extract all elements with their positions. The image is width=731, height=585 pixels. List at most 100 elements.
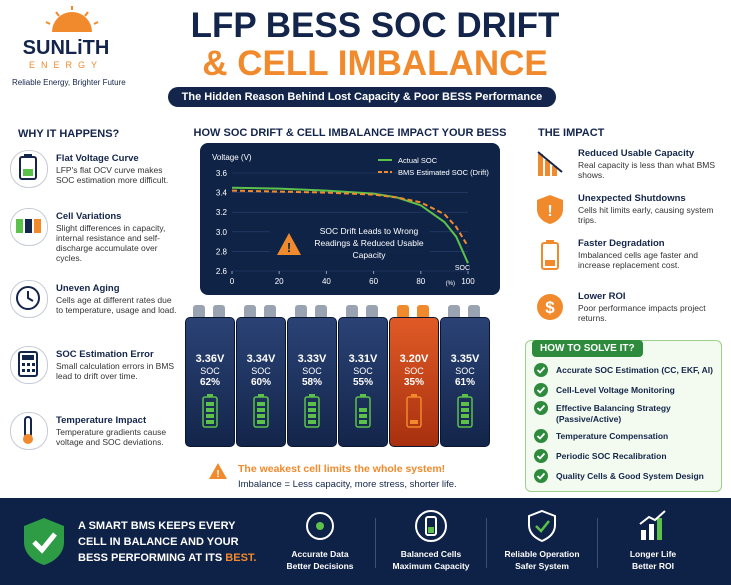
cell-terminal <box>468 305 480 319</box>
why-item-title: Cell Variations <box>56 211 122 222</box>
why-item-text: Small calculation errors in BMS lead to … <box>56 361 175 381</box>
footer-item-line1: Balanced Cells <box>400 549 462 559</box>
impact-item-title: Reduced Usable Capacity <box>578 148 695 159</box>
solve-item: Periodic SOC Recalibration <box>556 451 667 461</box>
why-item-title: Temperature Impact <box>56 415 147 426</box>
solve-item: Accurate SOC Estimation (CC, EKF, AI) <box>556 365 713 375</box>
footer-item-line2: Better ROI <box>631 561 675 571</box>
cell-voltage: 3.31V <box>348 353 378 365</box>
cell-soc: 62% <box>199 377 220 388</box>
y-label: Voltage (V) <box>212 153 252 162</box>
cell-voltage: 3.36V <box>195 353 225 365</box>
solve-item: Temperature Compensation <box>556 431 669 441</box>
solve-check <box>534 401 548 415</box>
cell-soc: 35% <box>403 377 424 388</box>
solve-check <box>534 383 548 397</box>
footer-item-line2: Better Decisions <box>286 561 354 571</box>
cell-terminal <box>315 305 327 319</box>
impact-icon: $ <box>534 291 566 323</box>
why-icon <box>10 280 48 318</box>
title-2: & CELL IMBALANCE <box>202 44 548 83</box>
cell-soc-label: SOC <box>251 366 271 376</box>
x-tick-label: 20 <box>275 277 284 286</box>
why-item-text: Temperature gradients cause voltage and … <box>56 427 167 447</box>
footer-main: A SMART BMS KEEPS EVERY CELL IN BALANCE … <box>78 520 239 564</box>
solve-title: HOW TO SOLVE IT? <box>532 340 643 357</box>
solve-check <box>534 363 548 377</box>
y-tick-label: 2.6 <box>216 267 228 276</box>
cell-terminal <box>244 305 256 319</box>
cells: 3.36V SOC 62% 3.34V SOC 60% 3.33V SOC 58% 3.31V SO… <box>185 305 495 450</box>
solve-check <box>534 469 548 483</box>
why-title: WHY IT HAPPENS? <box>18 128 120 140</box>
footer-icon <box>524 508 560 544</box>
footer-text: A SMART BMS KEEPS EVERY CELL IN BALANCE … <box>78 518 258 566</box>
solve-check <box>534 449 548 463</box>
warn-icon: ! <box>209 463 227 480</box>
cell-terminal <box>264 305 276 319</box>
cell: 3.20V SOC 35% <box>389 317 439 447</box>
x-tick-label: 0 <box>230 277 235 286</box>
cell-soc-label: SOC <box>200 366 220 376</box>
cell-voltage: 3.20V <box>399 353 429 365</box>
series-line <box>231 186 469 264</box>
cell-soc-label: SOC <box>404 366 424 376</box>
cell-voltage: 3.33V <box>297 353 327 365</box>
why-item-text: Slight differences in capacity, internal… <box>56 223 166 263</box>
y-tick-label: 3.4 <box>216 189 228 198</box>
cell-battery-icon <box>304 394 320 428</box>
cell-terminal <box>366 305 378 319</box>
footer-item-line2: Maximum Capacity <box>392 561 470 571</box>
cell-soc: 61% <box>454 377 475 388</box>
subtitle: The Hidden Reason Behind Lost Capacity &… <box>168 87 556 107</box>
center-title: HOW SOC DRIFT & CELL IMBALANCE IMPACT YO… <box>193 127 507 139</box>
cell-terminal <box>346 305 358 319</box>
solve-item: Effective Balancing Strategy (Passive/Ac… <box>556 403 671 424</box>
legend-label: BMS Estimated SOC (Drift) <box>398 168 489 177</box>
cell: 3.31V SOC 55% <box>338 317 388 447</box>
cell: 3.34V SOC 60% <box>236 317 286 447</box>
footer-divider <box>597 518 598 568</box>
logo: SUNLiTH ENERGY Reliable Energy, Brighter… <box>12 6 126 87</box>
solve-check <box>534 429 548 443</box>
x-tick-label: 60 <box>369 277 378 286</box>
tagline: Reliable Energy, Brighter Future <box>12 78 126 87</box>
x-tick-label: 40 <box>322 277 331 286</box>
x-unit: (%) <box>446 281 455 287</box>
cell-soc: 60% <box>250 377 271 388</box>
cell: 3.33V SOC 58% <box>287 317 337 447</box>
x-label: SOC <box>455 265 470 272</box>
cell-soc-label: SOC <box>455 366 475 376</box>
impact-icon <box>534 238 566 270</box>
cell-soc: 58% <box>301 377 322 388</box>
impact-icon: ! <box>534 193 566 225</box>
footer: A SMART BMS KEEPS EVERY CELL IN BALANCE … <box>0 498 731 585</box>
cell-voltage: 3.35V <box>450 353 480 365</box>
cell-terminal <box>448 305 460 319</box>
impact-icon <box>534 148 566 180</box>
y-tick-label: 3.0 <box>216 228 228 237</box>
footer-divider <box>486 518 487 568</box>
footer-items: Accurate Data Better Decisions Balanced Ce… <box>265 498 731 585</box>
why-item-text: Cells age at different rates due to temp… <box>56 295 177 315</box>
annotation-box: ! SOC Drift Leads to Wrong Readings & Re… <box>270 222 430 270</box>
annotation: SOC Drift Leads to Wrong Readings & Redu… <box>314 226 424 260</box>
svg-text:!: ! <box>287 240 291 255</box>
svg-text:!: ! <box>216 469 219 480</box>
cell-battery-icon <box>202 394 218 428</box>
cell-battery-icon <box>253 394 269 428</box>
why-icon <box>10 208 48 246</box>
logo-sub: ENERGY <box>29 60 103 70</box>
why-item-text: LFP's flat OCV curve makes SOC estimatio… <box>56 165 169 185</box>
note: Imbalance = Less capacity, more stress, … <box>238 479 457 490</box>
footer-divider <box>375 518 376 568</box>
svg-text:!: ! <box>547 203 552 220</box>
cell: 3.36V SOC 62% <box>185 317 235 447</box>
series-line <box>231 189 469 248</box>
y-tick-label: 3.6 <box>216 169 228 178</box>
why-item-title: Uneven Aging <box>56 283 120 294</box>
why-icon <box>10 346 48 384</box>
solve-item: Cell-Level Voltage Monitoring <box>556 385 675 395</box>
cell-terminal <box>213 305 225 319</box>
cell-terminal <box>193 305 205 319</box>
